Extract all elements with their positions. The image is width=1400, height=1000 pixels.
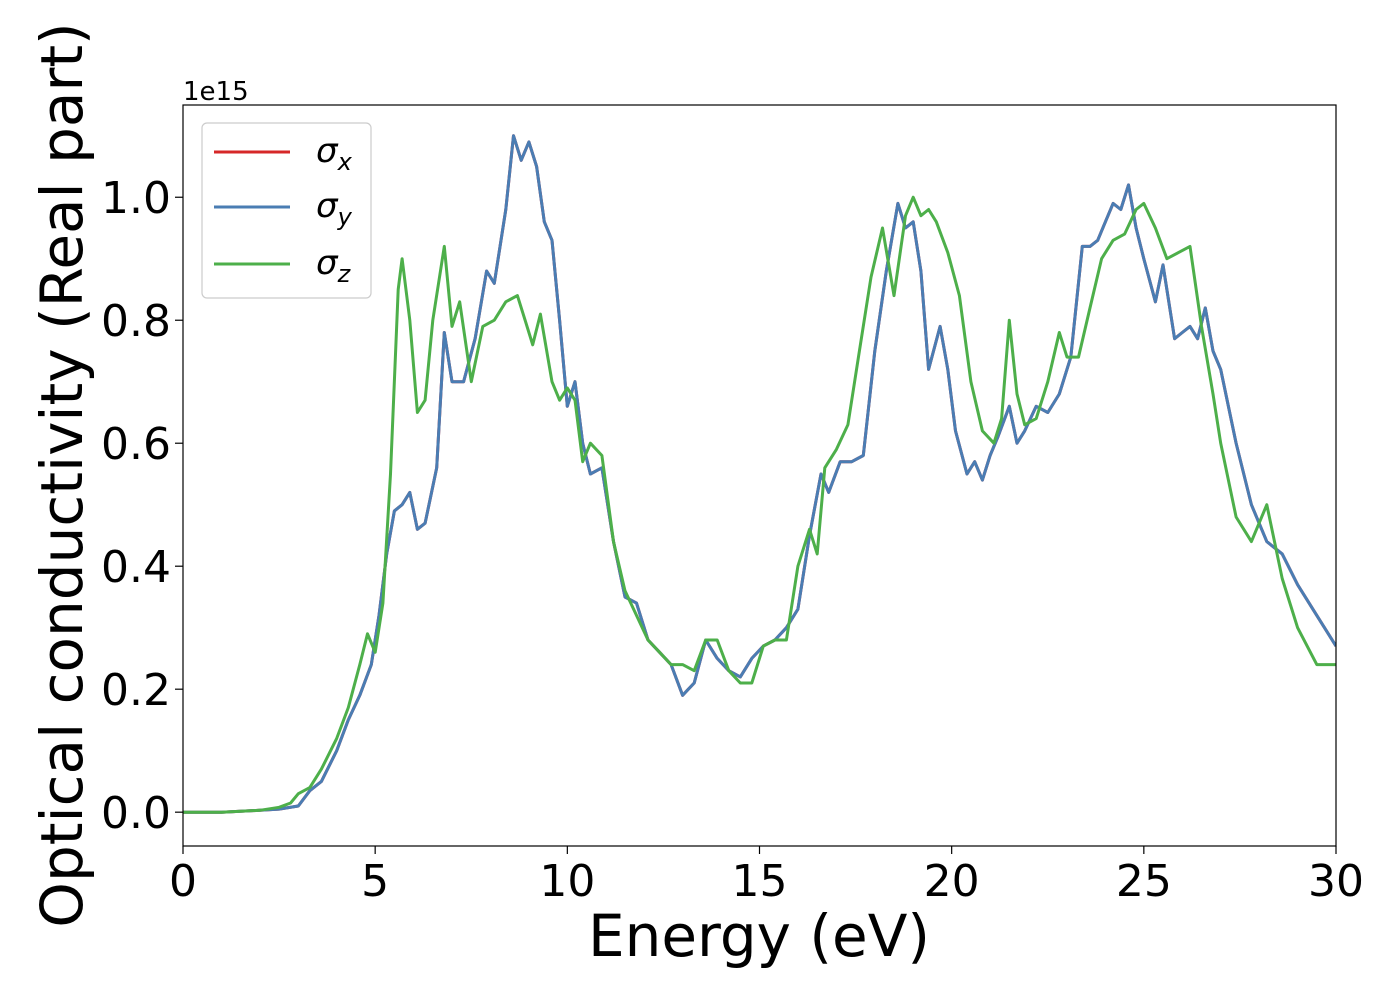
- series-layer: [183, 134, 1336, 814]
- x-ticks: 0 5 10 15 20 25 30: [169, 846, 1364, 907]
- series-line-sigma-z: [183, 195, 1336, 814]
- y-tick-label: 0.6: [101, 419, 171, 470]
- series-line-sigma-y: [183, 134, 1336, 814]
- x-tick-label: 15: [732, 856, 788, 907]
- y-tick-label: 0.2: [101, 665, 171, 716]
- x-tick-label: 20: [924, 856, 980, 907]
- y-ticks: 0.0 0.2 0.4 0.6 0.8 1.0: [101, 173, 183, 839]
- x-tick-label: 5: [361, 856, 389, 907]
- legend-box: [201, 122, 372, 299]
- y-tick-label: 0.4: [101, 542, 171, 593]
- y-tick-label: 1.0: [101, 173, 171, 224]
- y-axis-label: Optical conductivity (Real part): [28, 22, 96, 927]
- y-tick-label: 0.8: [101, 296, 171, 347]
- y-offset-text: 1e15: [183, 77, 249, 107]
- x-tick-label: 30: [1308, 856, 1364, 907]
- x-tick-label: 10: [539, 856, 595, 907]
- y-tick-label: 0.0: [101, 788, 171, 839]
- x-tick-label: 0: [169, 856, 197, 907]
- x-axis-label: Energy (eV): [588, 902, 930, 970]
- x-tick-label: 25: [1116, 856, 1172, 907]
